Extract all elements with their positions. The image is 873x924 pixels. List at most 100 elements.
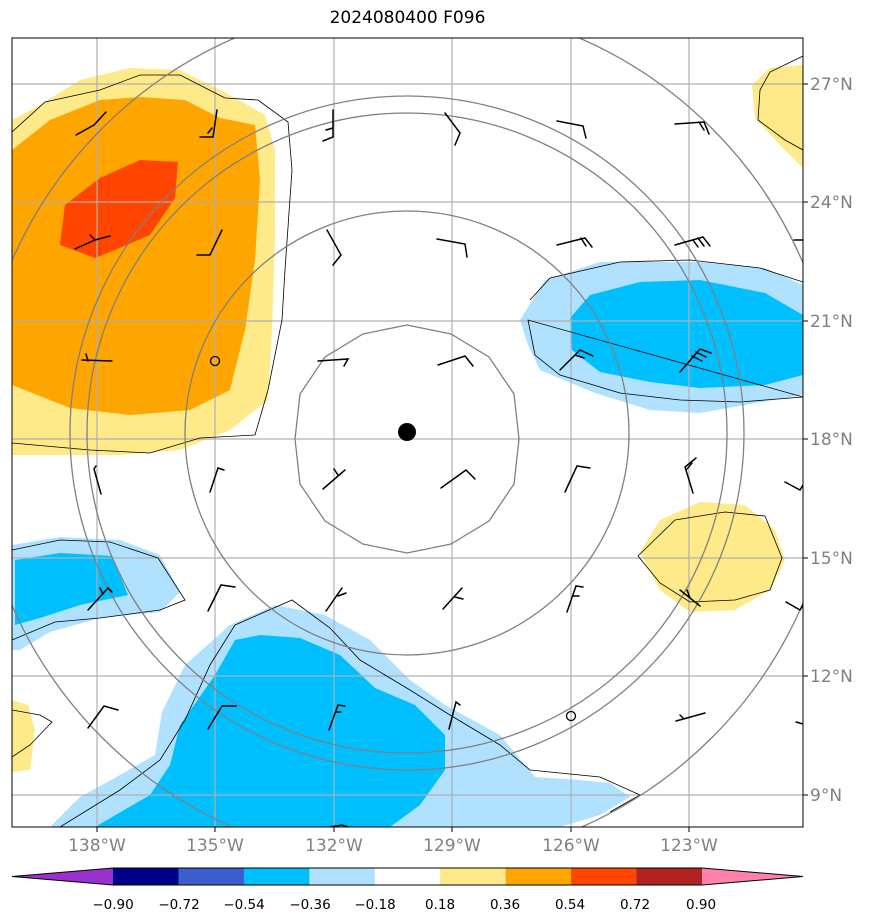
wind-barb xyxy=(87,586,113,611)
lat-label: 21°N xyxy=(810,312,853,332)
wind-barb xyxy=(442,587,464,610)
colorbar-labels: −0.90 −0.72 −0.54 −0.36 −0.18 0.18 0.36 … xyxy=(92,897,716,913)
wind-barb xyxy=(437,355,474,367)
wind-barb xyxy=(207,705,237,730)
contour-w-edge xyxy=(12,709,53,758)
range-ring-2 xyxy=(184,210,630,656)
contour-s xyxy=(59,599,641,827)
colorbar-label: 0.90 xyxy=(686,897,716,913)
colorbar-segment xyxy=(571,868,638,885)
wind-barb xyxy=(317,358,350,367)
wind-barb xyxy=(556,237,593,248)
lon-ticks xyxy=(96,827,690,832)
calm-wind-icon xyxy=(209,355,221,367)
colorbar-label: −0.54 xyxy=(223,897,264,913)
colorbar-label: 0.72 xyxy=(620,897,650,913)
map-title: 2024080400 F096 xyxy=(329,8,486,28)
colorbar-segment xyxy=(505,868,572,885)
wind-barb xyxy=(785,601,803,612)
wind-barb xyxy=(675,712,706,722)
lon-label: 135°W xyxy=(186,836,244,856)
positive-anomaly-w-edge xyxy=(12,700,35,772)
wind-barb xyxy=(196,229,223,256)
wind-barbs xyxy=(74,109,803,827)
range-ring-4 xyxy=(69,95,745,771)
lat-label: 15°N xyxy=(810,549,853,569)
lat-lon-grid xyxy=(12,38,803,827)
wind-barb xyxy=(674,121,710,135)
contour-ne xyxy=(757,55,803,151)
lon-label: 123°W xyxy=(660,836,718,856)
lon-label: 138°W xyxy=(68,836,126,856)
wind-barb xyxy=(436,238,468,258)
colorbar-label: 0.18 xyxy=(425,897,455,913)
colorbar-extend-high xyxy=(702,868,803,885)
wind-barb xyxy=(679,589,701,607)
wind-barb xyxy=(328,704,346,731)
colorbar-extend-low xyxy=(12,868,113,885)
wind-barb xyxy=(325,587,347,612)
calm-wind-icon xyxy=(565,710,577,722)
lon-label: 129°W xyxy=(423,836,481,856)
wind-barb xyxy=(207,584,236,612)
wind-barb xyxy=(74,234,111,250)
wind-barb xyxy=(87,705,119,729)
positive-anomaly-strong xyxy=(60,160,178,258)
lon-label: 126°W xyxy=(542,836,600,856)
lat-label: 12°N xyxy=(810,667,853,687)
range-ring-3 xyxy=(86,112,728,754)
positive-anomaly-ne xyxy=(752,65,803,168)
range-ring-inner xyxy=(294,324,520,554)
colorbar-label: −0.90 xyxy=(92,897,133,913)
map-frame xyxy=(11,37,804,828)
wind-barb xyxy=(444,112,461,146)
colorbar xyxy=(11,867,804,886)
wind-barb xyxy=(322,468,346,490)
colorbar-segment xyxy=(636,868,703,885)
lat-label: 18°N xyxy=(810,430,853,450)
wind-barb xyxy=(674,236,711,248)
range-rings xyxy=(12,38,803,827)
wind-barb xyxy=(81,353,113,362)
lat-label: 9°N xyxy=(810,786,842,806)
colorbar-outline xyxy=(11,867,804,886)
wind-barb xyxy=(199,109,218,138)
colorbar-segment xyxy=(243,868,310,885)
negative-anomaly-e-medium xyxy=(570,280,803,388)
contour-nw xyxy=(12,74,293,454)
storm-center-icon xyxy=(398,423,416,441)
wind-barb xyxy=(679,348,712,373)
contour-e xyxy=(527,259,803,403)
lat-ticks xyxy=(803,83,808,796)
colorbar-label: −0.36 xyxy=(289,897,330,913)
contour-e-small xyxy=(637,511,783,603)
contour-w xyxy=(12,539,186,641)
positive-anomaly-medium xyxy=(12,97,260,415)
colorbar-segment xyxy=(113,868,179,885)
shaded-contours xyxy=(12,65,803,827)
wind-barb xyxy=(326,229,342,266)
wind-barb xyxy=(564,465,591,493)
wind-barb xyxy=(329,824,349,827)
colorbar-segment xyxy=(440,868,507,885)
lon-label: 132°W xyxy=(305,836,363,856)
contour-outlines xyxy=(12,55,803,827)
wind-barb xyxy=(784,481,803,491)
wind-barb xyxy=(795,721,803,725)
colorbar-segment xyxy=(374,868,441,885)
colorbar-segment xyxy=(178,868,245,885)
colorbar-label: −0.18 xyxy=(354,897,395,913)
colorbar-label: 0.54 xyxy=(555,897,585,913)
wind-barb xyxy=(559,349,594,371)
lat-label: 27°N xyxy=(810,75,853,95)
wind-barb xyxy=(93,465,102,495)
wind-barb xyxy=(322,109,334,142)
lat-label: 24°N xyxy=(810,193,853,213)
wind-barb xyxy=(556,120,587,139)
colorbar-segment xyxy=(309,868,376,885)
wind-barb xyxy=(75,111,107,136)
colorbar-label: 0.36 xyxy=(490,897,520,913)
colorbar-label: −0.72 xyxy=(158,897,199,913)
negative-anomaly-s-medium xyxy=(95,635,445,827)
